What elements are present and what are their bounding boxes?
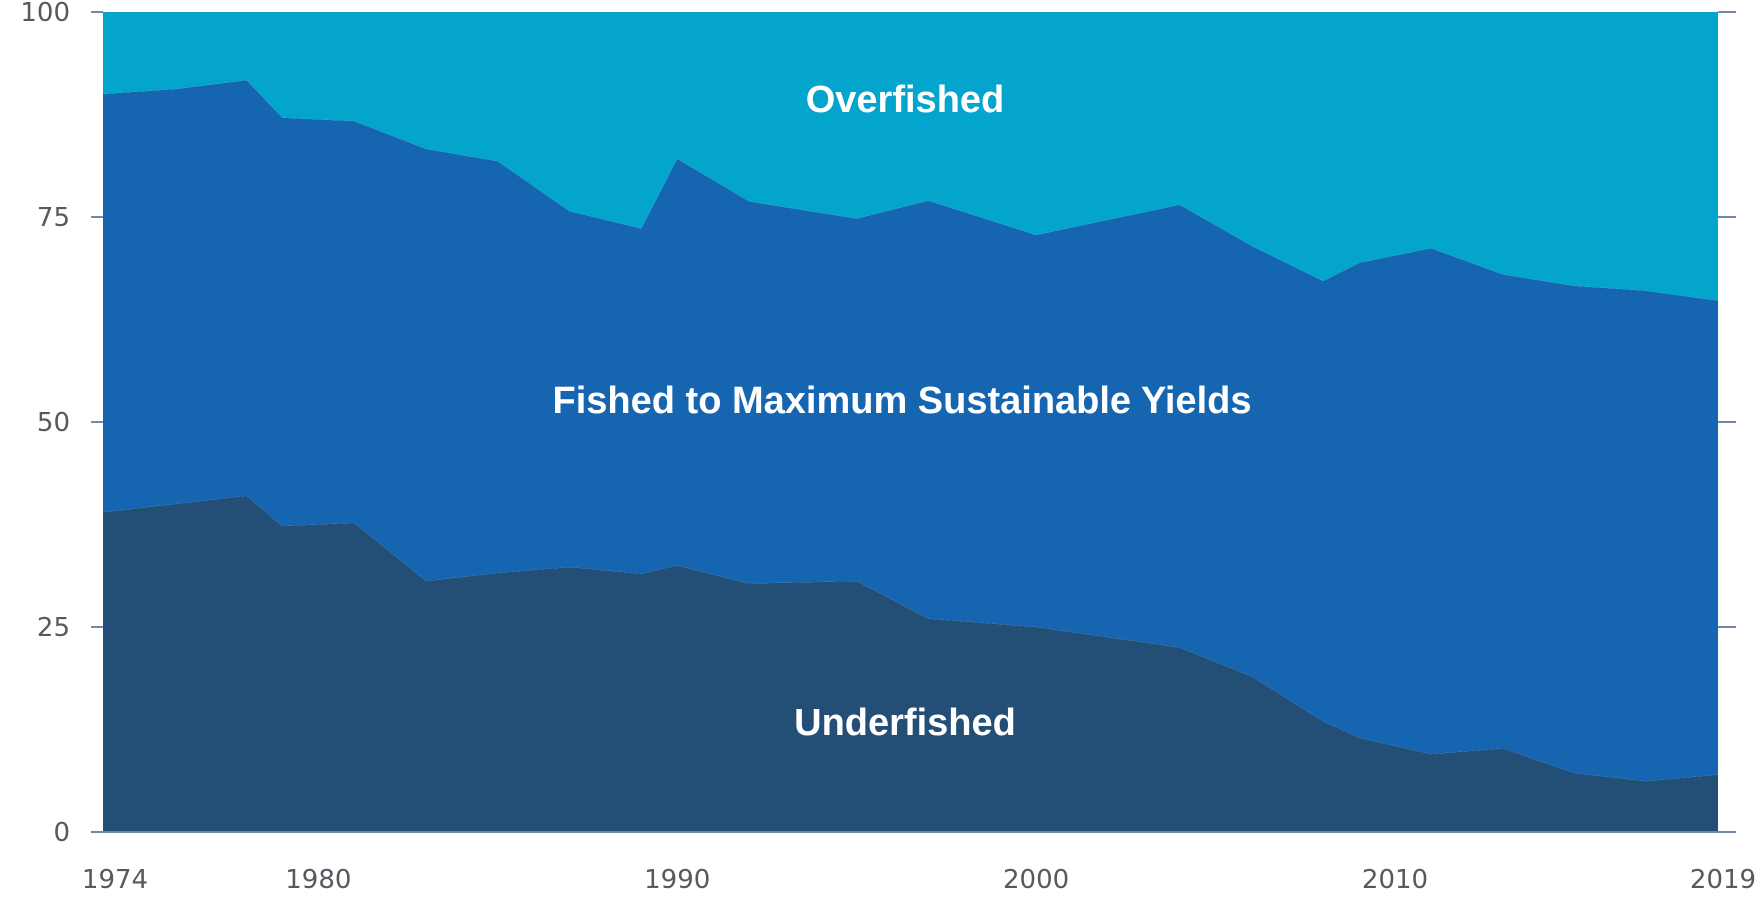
area-label-overfished: Overfished <box>806 79 1005 121</box>
x-tick-label-2010: 2010 <box>1362 865 1428 895</box>
y-tick-labels: 0 25 50 75 100 <box>20 0 70 848</box>
x-tick-labels: 1974 1980 1990 2000 2010 2019 <box>82 865 1755 895</box>
x-tick-label-1980: 1980 <box>285 865 351 895</box>
area-overfished <box>103 12 1718 301</box>
area-label-fished-to-msy: Fished to Maximum Sustainable Yields <box>553 380 1252 422</box>
area-layers <box>103 12 1718 832</box>
area-underfished <box>103 495 1718 832</box>
x-tick-label-1974: 1974 <box>82 865 148 895</box>
y-tick-label-100: 100 <box>20 0 70 28</box>
axes <box>91 11 1736 833</box>
x-tick-label-2000: 2000 <box>1003 865 1069 895</box>
x-tick-label-1990: 1990 <box>644 865 710 895</box>
area-fished-to-maximum-sustainable-yields <box>103 80 1718 782</box>
y-tick-label-25: 25 <box>37 613 70 643</box>
area-label-underfished: Underfished <box>794 702 1016 744</box>
area-labels: Overfished Fished to Maximum Sustainable… <box>553 79 1252 744</box>
x-tick-label-2019: 2019 <box>1690 865 1755 895</box>
y-tick-label-50: 50 <box>37 408 70 438</box>
y-tick-label-75: 75 <box>37 203 70 233</box>
y-tick-label-0: 0 <box>53 818 70 848</box>
